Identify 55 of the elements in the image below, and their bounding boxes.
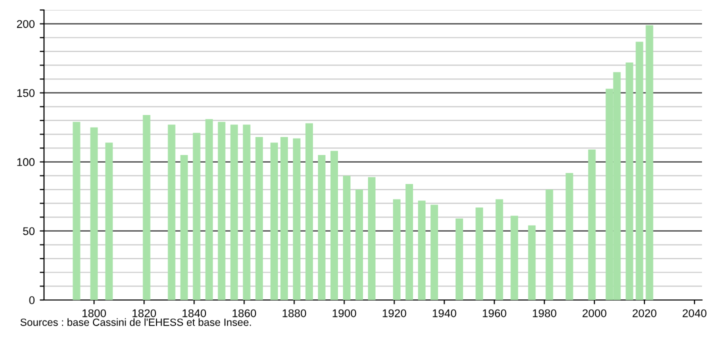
bar: [368, 177, 376, 300]
bar: [330, 150, 338, 300]
bar: [355, 190, 363, 300]
bar: [510, 216, 518, 300]
bar: [72, 122, 80, 300]
y-tick-label: 200: [16, 20, 35, 28]
bar: [242, 124, 250, 300]
bar: [90, 127, 98, 300]
bar: [180, 155, 188, 300]
bar: [588, 149, 596, 300]
bar: [318, 155, 326, 300]
bar: [456, 218, 464, 300]
bar: [342, 176, 350, 300]
y-tick-label: 150: [17, 89, 35, 97]
x-tick-label: 1860: [232, 309, 256, 318]
x-tick-label: 2040: [682, 309, 706, 318]
bar: [393, 199, 401, 300]
x-tick-label: 2020: [632, 309, 656, 318]
bar: [636, 42, 644, 300]
x-tick-label: 1900: [332, 309, 356, 318]
bar: [476, 207, 484, 300]
bar: [168, 124, 176, 300]
bar: [280, 137, 288, 300]
bar: [105, 142, 113, 300]
bar: [255, 137, 263, 300]
bar: [192, 132, 200, 300]
x-tick-label: 1880: [282, 309, 306, 318]
bar: [270, 142, 278, 300]
bar: [430, 204, 438, 300]
source-note: Sources : base Cassini de l'EHESS et base Insee.: [20, 318, 251, 326]
y-tick-label: 100: [17, 158, 35, 166]
bar: [418, 200, 426, 300]
bar: [292, 138, 300, 300]
x-tick-label: 1840: [182, 309, 206, 318]
bar: [406, 184, 414, 300]
bar: [626, 62, 634, 300]
x-tick-label: 1820: [132, 309, 156, 318]
bar: [646, 25, 654, 300]
bar: [496, 199, 504, 300]
y-tick-label: 50: [23, 227, 35, 236]
x-tick-label: 1920: [382, 309, 406, 318]
bar: [142, 114, 150, 300]
y-tick-label: 0: [29, 296, 35, 304]
x-tick-label: 1980: [532, 309, 556, 318]
bar: [205, 119, 213, 300]
bar: [305, 123, 313, 300]
x-tick-label: 1960: [482, 309, 506, 318]
bar: [546, 190, 554, 300]
bar: [218, 122, 226, 300]
bar: [566, 172, 574, 300]
bar: [230, 124, 238, 300]
x-tick-label: 1800: [82, 309, 106, 318]
x-tick-label: 1940: [432, 309, 456, 318]
x-tick-label: 2000: [582, 309, 606, 318]
bar: [528, 225, 536, 300]
